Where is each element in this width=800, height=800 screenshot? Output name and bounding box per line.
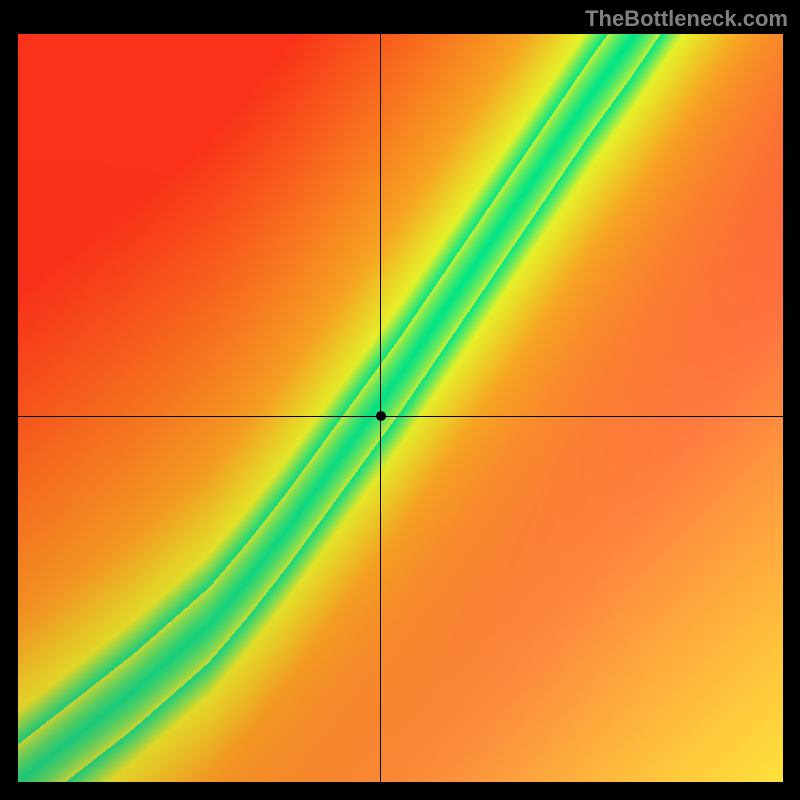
heatmap-plot bbox=[18, 34, 783, 782]
bottleneck-marker bbox=[376, 411, 386, 421]
watermark-text: TheBottleneck.com bbox=[585, 6, 788, 32]
crosshair-horizontal bbox=[18, 416, 783, 417]
crosshair-vertical bbox=[380, 34, 381, 782]
heatmap-canvas bbox=[18, 34, 783, 782]
